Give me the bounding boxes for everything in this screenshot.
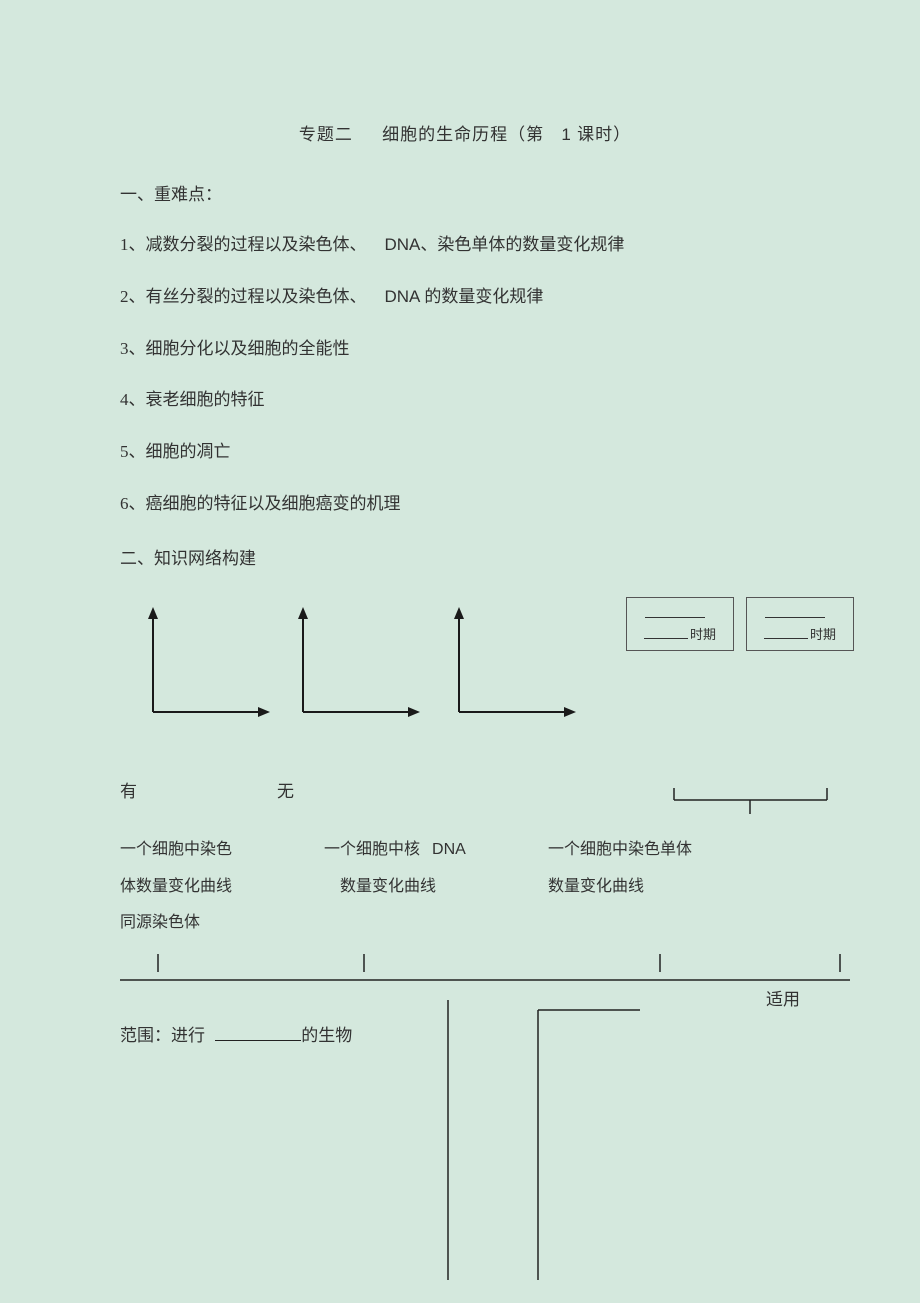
point-6: 6、癌细胞的特征以及细胞癌变的机理 [120, 492, 810, 516]
point-5: 5、细胞的凋亡 [120, 440, 810, 464]
point-3: 3、细胞分化以及细胞的全能性 [120, 337, 810, 361]
period-box-2-blank-bottom [764, 627, 808, 639]
curve-label-1: 一个细胞中染色 体数量变化曲线 同源染色体 [120, 832, 320, 942]
point-2: 2、有丝分裂的过程以及染色体、 DNA的数量变化规律 [120, 285, 810, 309]
period-box-1-blank-top [645, 606, 705, 618]
curve-label-3: 一个细胞中染色单体 数量变化曲线 [548, 832, 768, 906]
label-you: 有 [120, 782, 137, 801]
curve-label-2: 一个细胞中核 DNA 数量变化曲线 [324, 832, 544, 906]
point-1c: 、染色单体的数量变化规律 [420, 235, 624, 254]
section-2-heading: 二、知识网络构建 [120, 544, 810, 569]
page-title: 专题二 细胞的生命历程（第 1 课时） [120, 120, 810, 145]
point-1a: 1、减数分裂的过程以及染色体、 [120, 235, 367, 254]
curve-label-2-dna: DNA [432, 841, 466, 858]
small-bracket [672, 786, 832, 821]
curve-labels-row: 一个细胞中染色 体数量变化曲线 同源染色体 一个细胞中核 DNA 数量变化曲线 一… [120, 832, 810, 942]
point-1-dna: DNA [385, 235, 421, 254]
section-1-heading: 一、重难点： [120, 180, 810, 205]
axis-chart-2 [288, 607, 423, 727]
period-box-2-label: 时期 [810, 627, 836, 642]
period-box-2-blank-top [765, 606, 825, 618]
point-1: 1、减数分裂的过程以及染色体、 DNA、染色单体的数量变化规律 [120, 233, 810, 257]
period-box-1-blank-bottom [644, 627, 688, 639]
title-lesson-num: 1 [561, 125, 571, 144]
point-2-dna: DNA [385, 287, 421, 306]
period-box-1-label: 时期 [690, 627, 716, 642]
axis-chart-3 [444, 607, 579, 727]
curve-label-1a: 一个细胞中染色 [120, 832, 320, 869]
scope-text-a: 范围：进行 [120, 1026, 205, 1045]
point-2a: 2、有丝分裂的过程以及染色体、 [120, 287, 367, 306]
title-part-b: 细胞的生命历程（第 [382, 125, 544, 144]
point-2c: 的数量变化规律 [424, 287, 543, 306]
curve-label-1b: 体数量变化曲线 [120, 869, 320, 906]
title-part-c: 课时） [577, 125, 631, 144]
title-part-a: 专题二 [299, 125, 353, 144]
curve-label-2a: 一个细胞中核 [324, 841, 420, 858]
graphs-row: 时期 时期 [120, 597, 810, 737]
period-box-1: 时期 [626, 597, 734, 651]
scope-text-b: 的生物 [301, 1026, 352, 1045]
scope-blank [215, 1027, 301, 1041]
curve-label-3b: 数量变化曲线 [548, 869, 768, 906]
label-wu: 无 [277, 782, 294, 801]
label-shiyong: 适用 [766, 985, 800, 1010]
horizontal-bracket-large [120, 950, 810, 989]
point-4: 4、衰老细胞的特征 [120, 388, 810, 412]
period-box-2: 时期 [746, 597, 854, 651]
curve-label-2c: 数量变化曲线 [324, 869, 544, 906]
curve-label-3a: 一个细胞中染色单体 [548, 832, 768, 869]
label-homologous: 同源染色体 [120, 905, 320, 942]
axis-chart-1 [138, 607, 273, 727]
scope-row: 适用 范围：进行 的生物 [120, 1021, 810, 1046]
